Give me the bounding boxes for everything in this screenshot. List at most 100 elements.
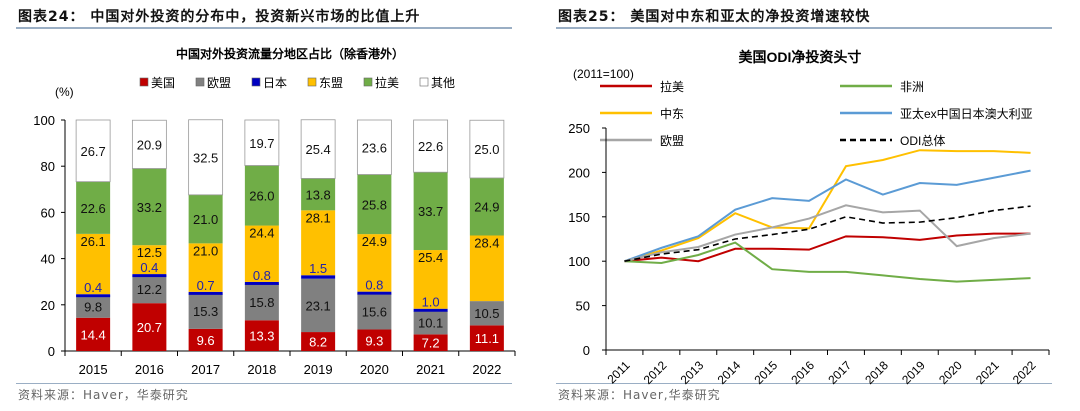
line-x-label: 2015 [751,358,780,387]
bar-segment-欧盟 [244,283,279,321]
series-line-拉美 [624,232,1031,263]
legend-label-0: 美国 [151,76,175,90]
right-panel-title: 图表25： 美国对中东和亚太的净投资增速较快 [558,9,871,25]
left-source-rule [16,383,512,384]
line-x-label: 2011 [604,358,632,386]
legend-label-3: 东盟 [319,76,343,90]
bar-segment-欧盟 [132,275,167,304]
bar-data-label: 19.7 [249,136,274,151]
line-x-label: 2020 [936,358,965,387]
bar-segment-其他 [244,119,280,166]
bar-segment-其他 [131,119,167,169]
bar-data-label: 7.2 [422,336,440,351]
bar-segment-东盟 [132,245,167,275]
bar-data-label: 21.0 [193,243,218,258]
right-source-rule [556,383,1052,384]
legend-swatch-3 [307,77,317,87]
bar-y-tick-label: 40 [41,252,55,267]
bar-segment-美国 [413,334,448,351]
legend-label-4: 拉美 [375,75,399,90]
bar-data-label: 13.3 [249,329,274,344]
bar-data-label-japan: 0.7 [197,278,215,293]
line-y-tick-label: 200 [568,165,590,180]
bar-segment-其他 [300,119,336,179]
bar-x-label: 2018 [247,362,276,377]
bar-y-tick-label: 20 [41,298,55,313]
bar-data-label: 9.3 [365,333,383,348]
bar-data-label: 26.1 [80,234,105,249]
bar-data-label: 28.4 [474,236,499,251]
bar-segment-东盟 [469,235,504,302]
bar-x-label: 2021 [416,362,445,377]
bar-data-label: 13.8 [305,187,330,202]
bar-segment-日本 [357,291,392,295]
line-legend-label-4: 欧盟 [660,134,684,148]
bar-segment-日本 [188,291,223,295]
bar-segment-东盟 [301,210,336,276]
bar-data-label: 22.6 [418,139,443,154]
bar-data-label: 15.3 [193,304,218,319]
bar-data-label: 24.9 [474,200,499,215]
bar-x-label: 2015 [79,362,108,377]
line-x-label: 2019 [899,358,928,387]
line-y-tick-label: 150 [568,210,590,225]
line-x-label: 2021 [973,358,1002,387]
bar-data-label: 8.2 [309,335,327,350]
left-title-rule [16,27,512,29]
bar-segment-日本 [301,275,336,279]
bar-y-tick-label: 100 [33,113,55,128]
bar-data-label: 26.7 [80,144,105,159]
bar-y-tick-label: 80 [41,159,55,174]
bar-segment-欧盟 [76,295,111,318]
bar-segment-美国 [132,303,167,351]
line-y-tick-label: 100 [568,254,590,269]
bar-segment-欧盟 [188,293,223,329]
bar-x-label: 2020 [360,362,389,377]
bar-y-unit: (%) [55,85,74,99]
bar-segment-东盟 [76,233,111,295]
bar-segment-拉美 [301,178,336,211]
left-panel-title: 图表24： 中国对外投资的分布中，投资新兴市场的比值上升 [18,9,421,25]
line-y-tick-label: 50 [576,299,590,314]
bar-data-label-japan: 1.0 [422,295,440,310]
line-x-label: 2012 [641,358,670,387]
legend-swatch-2 [251,77,261,87]
bar-data-label: 24.4 [249,226,274,241]
bar-data-label: 10.5 [474,306,499,321]
legend-swatch-0 [139,77,149,87]
bar-segment-美国 [301,332,336,351]
bar-x-label: 2019 [304,362,333,377]
bar-segment-美国 [244,320,279,351]
bar-segment-东盟 [357,234,392,292]
bar-segment-拉美 [357,174,392,235]
bar-segment-拉美 [244,165,279,226]
series-line-ODI总体 [624,205,1031,262]
bar-data-label-japan: 0.8 [253,268,271,283]
bar-segment-欧盟 [413,311,448,335]
legend-swatch-4 [363,77,373,87]
bar-data-label: 33.2 [137,200,162,215]
bar-data-label: 12.2 [137,282,162,297]
bar-data-label: 33.7 [418,204,443,219]
bar-data-label: 9.6 [197,333,215,348]
line-x-label: 2022 [1010,358,1039,387]
bar-segment-拉美 [132,168,167,246]
bar-data-label: 10.1 [418,316,443,331]
line-y-unit: (2011=100) [573,67,634,81]
bar-data-label: 25.4 [305,142,330,157]
bar-x-label: 2017 [191,362,220,377]
line-x-label: 2017 [825,358,854,387]
line-x-label: 2013 [678,358,707,387]
line-legend-label-2: 中东 [660,106,684,121]
bar-segment-东盟 [413,250,448,309]
bar-data-label: 32.5 [193,150,218,165]
line-x-label: 2018 [862,358,891,387]
line-x-label: 2014 [715,358,744,387]
line-y-tick-label: 0 [583,343,590,358]
bar-data-label-japan: 0.4 [84,280,102,295]
bar-data-label: 24.9 [362,234,387,249]
bar-segment-美国 [357,329,392,351]
bar-data-label: 12.5 [137,245,162,260]
bar-segment-欧盟 [357,293,392,330]
bar-data-label: 25.8 [362,197,387,212]
